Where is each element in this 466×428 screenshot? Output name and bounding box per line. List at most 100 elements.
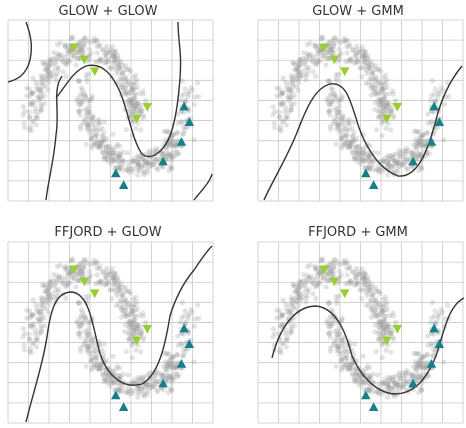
data-point: [122, 307, 128, 314]
data-point: [158, 149, 164, 155]
scatter-points: [270, 34, 452, 178]
data-point: [86, 293, 92, 299]
data-point: [394, 382, 400, 388]
data-point: [179, 300, 186, 306]
data-point: [296, 70, 303, 76]
data-point: [155, 378, 161, 384]
data-point: [333, 333, 339, 339]
data-point: [148, 383, 154, 389]
data-point: [420, 371, 426, 377]
data-point: [39, 329, 45, 335]
data-point: [327, 123, 333, 129]
data-point: [336, 71, 342, 77]
data-point: [115, 52, 121, 59]
data-point: [47, 280, 53, 286]
data-point: [355, 59, 361, 65]
data-point: [327, 39, 333, 45]
data-point: [29, 313, 35, 319]
data-point: [283, 105, 289, 111]
data-point: [91, 140, 97, 146]
data-point: [331, 38, 337, 44]
data-point: [313, 54, 319, 60]
data-point: [362, 278, 368, 284]
data-point: [134, 103, 140, 109]
data-point: [372, 107, 378, 113]
data-point: [130, 86, 136, 92]
data-point: [109, 44, 115, 50]
data-point: [345, 362, 351, 368]
data-point: [46, 69, 52, 75]
data-point: [176, 373, 182, 379]
data-point: [385, 327, 391, 333]
data-point: [109, 266, 115, 272]
data-point: [391, 113, 397, 119]
data-point: [326, 330, 332, 336]
data-point: [288, 308, 294, 314]
data-point: [78, 307, 84, 313]
data-point: [282, 331, 288, 337]
data-point: [122, 301, 128, 307]
data-point: [77, 107, 83, 113]
data-point: [346, 116, 352, 123]
data-point: [339, 93, 345, 99]
data-point: [345, 58, 351, 64]
data-point: [327, 112, 333, 118]
data-point: [126, 103, 132, 109]
data-point: [135, 378, 141, 384]
data-point: [144, 382, 150, 388]
data-point: [136, 330, 142, 336]
data-point: [317, 271, 323, 277]
data-point: [369, 70, 375, 76]
data-point: [410, 150, 416, 156]
data-point: [303, 299, 309, 305]
data-point: [34, 87, 40, 93]
data-point: [43, 299, 49, 305]
data-point: [102, 277, 109, 283]
data-point: [419, 133, 425, 139]
data-point: [116, 282, 122, 288]
data-point: [270, 334, 276, 340]
data-point: [117, 388, 123, 394]
data-point: [74, 320, 80, 326]
data-point: [166, 365, 172, 371]
data-point: [126, 325, 132, 331]
data-point: [86, 121, 92, 127]
data-point: [32, 331, 38, 337]
data-point: [300, 55, 306, 62]
data-point: [139, 108, 145, 114]
data-point: [145, 160, 151, 166]
data-point: [292, 283, 298, 290]
data-point: [385, 394, 391, 400]
data-point: [362, 288, 368, 294]
data-point: [310, 69, 316, 75]
data-point: [375, 288, 381, 294]
data-point: [383, 302, 389, 308]
data-point: [122, 79, 128, 85]
data-point: [344, 43, 350, 50]
data-point: [90, 350, 96, 356]
data-point: [315, 265, 321, 271]
data-point: [346, 126, 352, 132]
data-point: [89, 337, 95, 343]
data-point: [364, 68, 370, 74]
data-point: [84, 78, 90, 84]
data-point: [120, 62, 126, 68]
data-point: [112, 49, 118, 55]
data-point: [131, 327, 137, 333]
data-point: [367, 65, 373, 72]
data-point: [121, 75, 127, 81]
data-point: [290, 281, 296, 287]
data-point: [382, 95, 388, 101]
data-point: [131, 331, 137, 337]
data-point: [394, 160, 400, 166]
data-point: [164, 362, 170, 368]
data-point: [368, 314, 374, 320]
data-point: [40, 78, 46, 84]
data-point: [379, 101, 385, 107]
data-point: [188, 85, 194, 91]
data-point: [351, 60, 357, 66]
data-point: [41, 315, 47, 321]
data-point: [331, 271, 337, 277]
data-point: [382, 72, 389, 78]
data-point: [418, 364, 424, 370]
